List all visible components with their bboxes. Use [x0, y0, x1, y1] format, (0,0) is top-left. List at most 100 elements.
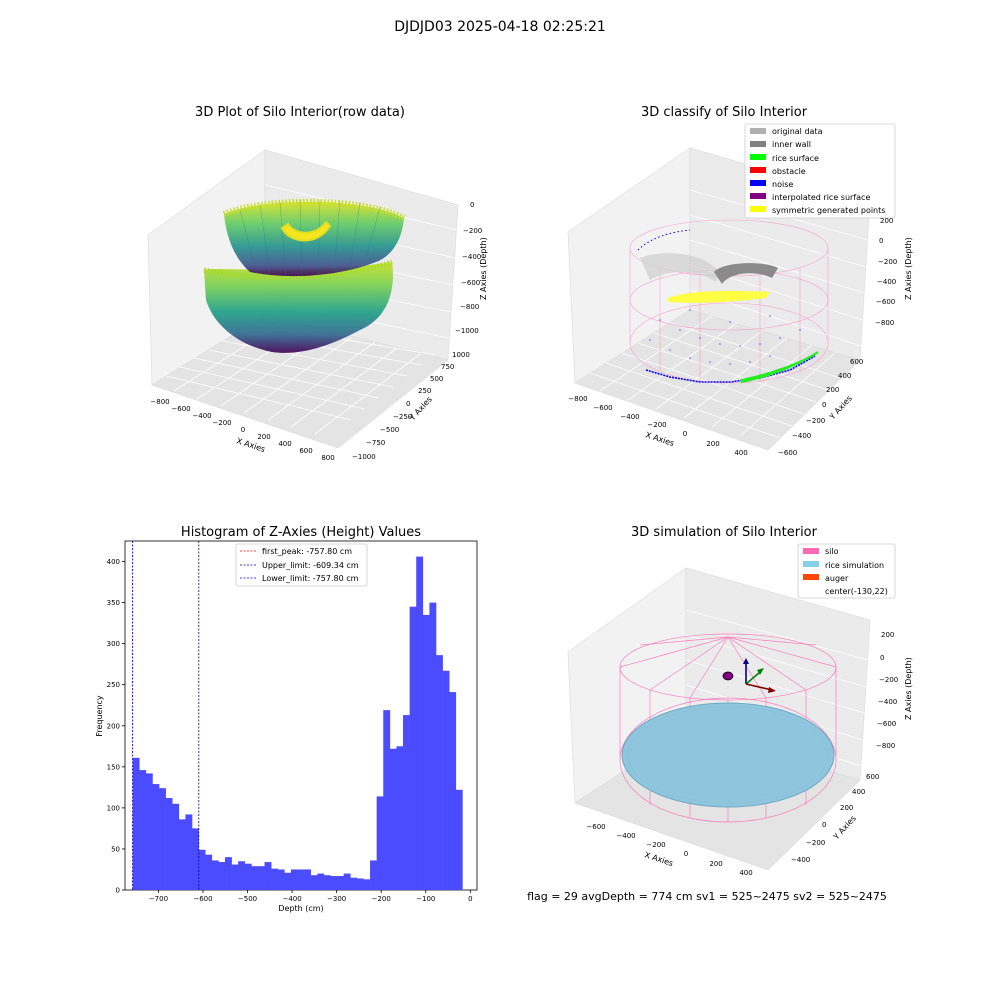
p4-ytick: 0: [822, 821, 826, 829]
histogram-bar: [337, 876, 344, 890]
p4-xtick: −200: [646, 841, 665, 849]
histogram-bar: [323, 875, 331, 890]
histogram-bar: [455, 789, 463, 890]
histogram-x-tick-label: −100: [416, 895, 435, 903]
legend-label: interpolated rice surface: [772, 193, 870, 202]
histogram-y-tick-label: 0: [116, 887, 120, 895]
p4-ztick: 0: [880, 654, 884, 662]
legend-box: [744, 123, 896, 219]
rice-surface-points: [741, 351, 819, 384]
histogram-bar: [363, 879, 371, 890]
p2-ztick: 0: [879, 237, 883, 245]
p4-ytick: 400: [852, 788, 865, 796]
axis-arrow-x: [745, 683, 773, 691]
p1-ytick: 0: [406, 400, 410, 408]
histogram-bar: [356, 878, 364, 890]
footer-stats: flag = 29 avgDepth = 774 cm sv1 = 525~24…: [527, 890, 887, 903]
p4-ztick: −800: [876, 742, 895, 750]
noise-arc: [645, 355, 816, 383]
noise-points: [649, 309, 801, 365]
p1-ytick: 1000: [452, 351, 470, 359]
histogram-x-tick-label: −600: [193, 895, 212, 903]
p1-xtick: 200: [257, 433, 270, 441]
legend-box: [235, 543, 368, 587]
legend-label: first_peak: -757.80 cm: [262, 547, 352, 556]
histogram-x-ticks: −700 −600 −500 −400 −300 −200 −100 0: [149, 890, 473, 903]
p1-ztick: −200: [463, 227, 482, 235]
histogram-y-tick-label: 50: [111, 845, 120, 853]
panel1-z-label: Z Axies (Depth): [479, 237, 488, 300]
p4-xtick: 200: [709, 860, 722, 868]
panel-simulation-3d: 3D simulation of Silo Interior: [567, 525, 913, 877]
histogram-x-tick-label: −700: [149, 895, 168, 903]
p1-xtick: −400: [192, 412, 211, 420]
histogram-bar: [251, 866, 259, 890]
p2-xtick: 200: [706, 440, 719, 448]
legend-label: Upper_limit: -609.34 cm: [262, 561, 359, 570]
p2-ytick: 400: [838, 372, 851, 380]
histogram-bar: [145, 773, 153, 890]
histogram-bar: [389, 748, 397, 890]
panel4-y-label: Y Axies: [831, 814, 858, 842]
panel1-title: 3D Plot of Silo Interior(row data): [195, 105, 405, 120]
histogram-legend: first_peak: -757.80 cm Upper_limit: -609…: [235, 543, 368, 587]
axis-arrow-y: [745, 671, 761, 685]
histogram-bar: [429, 602, 437, 890]
p2-xtick: −400: [620, 413, 639, 421]
histogram-y-tick-label: 400: [107, 558, 120, 566]
histogram-bar: [264, 862, 272, 890]
legend-box: [797, 543, 896, 599]
histogram-bar: [396, 746, 404, 890]
p4-ytick: −200: [806, 839, 825, 847]
histogram-bar: [185, 814, 193, 890]
p1-xtick: −800: [150, 398, 169, 406]
legend-label: Lower_limit: -757.80 cm: [262, 574, 359, 583]
panel2-y-ticks: −600 −400 −200 0 200 400 600: [778, 358, 863, 457]
panel-classify-3d: 3D classify of Silo Interior: [567, 105, 913, 457]
p4-ytick: −400: [791, 856, 810, 864]
histogram-bar: [284, 872, 292, 890]
p4-xtick: −400: [616, 832, 635, 840]
histogram-y-tick-label: 350: [107, 599, 120, 607]
p4-ytick: 200: [840, 804, 853, 812]
figure-suptitle: DJDJD03 2025-04-18 02:25:21: [394, 19, 606, 35]
histogram-y-label: Frequency: [95, 695, 104, 737]
panel4-y-ticks: −400 −200 0 200 400 600: [791, 773, 879, 864]
legend-swatch-noise: [750, 180, 766, 186]
histogram-bar: [132, 757, 140, 890]
legend-label: inner wall: [772, 140, 811, 149]
panel2-z-label: Z Axies (Depth): [904, 237, 913, 300]
inner-crescent: [280, 220, 332, 242]
histogram-bar: [317, 873, 325, 890]
panel2-y-label: Y Axies: [827, 394, 854, 422]
histogram-bar: [422, 614, 430, 890]
histogram-bar: [205, 854, 213, 890]
histogram-bar: [192, 828, 199, 890]
histogram-bar: [198, 849, 206, 890]
p2-xtick: −200: [647, 421, 666, 429]
lower-bowl-surface: [204, 262, 393, 353]
panel2-z-ticks: 200 0 −200 −400 −600 −800: [875, 217, 897, 327]
legend-label: center(-130,22): [825, 587, 888, 596]
p4-ytick: 600: [866, 773, 879, 781]
histogram-y-tick-label: 200: [107, 722, 120, 730]
rice-simulation-surface: [621, 702, 835, 808]
legend-swatch-rice: [803, 561, 819, 567]
panel2-x-ticks: −800 −600 −400 −200 0 200 400: [568, 395, 747, 457]
p1-ytick: 500: [430, 375, 443, 383]
p1-ytick: −500: [380, 426, 399, 434]
histogram-bar: [277, 869, 285, 890]
histogram-bar: [224, 857, 232, 890]
histogram-bar: [409, 606, 417, 890]
p2-xtick: 0: [683, 430, 687, 438]
histogram-bar: [290, 869, 298, 890]
histogram-bar: [257, 866, 265, 890]
p1-xtick: −600: [171, 405, 190, 413]
legend-swatch-rice-surface: [750, 154, 766, 160]
histogram-bar: [449, 692, 457, 890]
legend-swatch-auger: [803, 574, 819, 580]
panel1-y-label: Y Axies: [407, 395, 434, 423]
legend-label: obstacle: [772, 167, 806, 176]
lower-bowl-rim: [203, 259, 393, 280]
